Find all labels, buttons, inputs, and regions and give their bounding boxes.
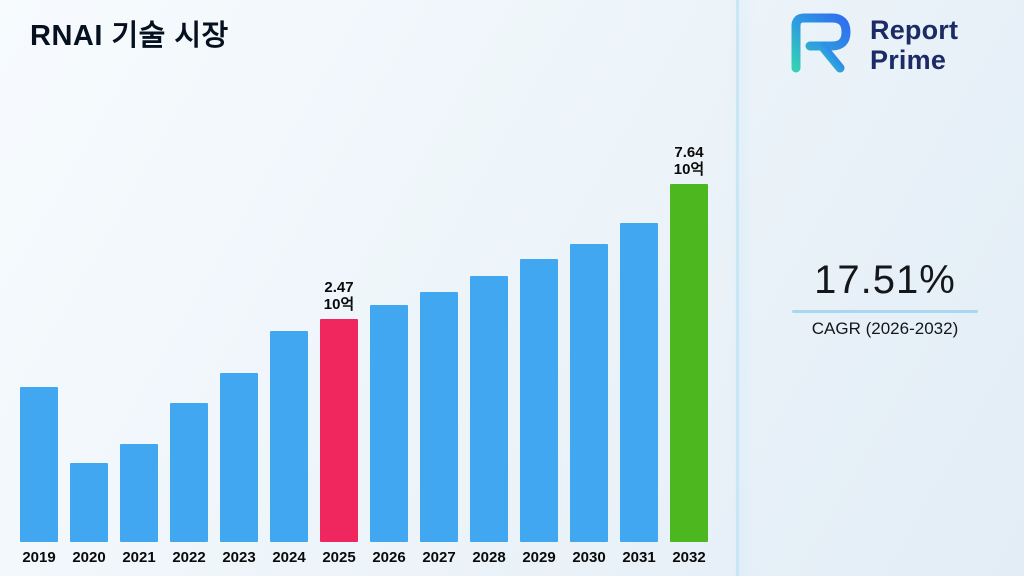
bar-2023 (220, 373, 258, 542)
bar-2030 (570, 244, 608, 542)
bar-chart: 2019 2020 2021 2022 2023 2024 2.47 10억 2025 2026 2… (14, 145, 714, 566)
x-axis-label-2019: 2019 (22, 549, 56, 566)
x-axis-label-2023: 2023 (222, 549, 256, 566)
page-title: RNAI 기술 시장 (30, 20, 229, 52)
x-axis-label-2032: 2032 (672, 549, 706, 566)
x-axis-label-2024: 2024 (272, 549, 306, 566)
cagr-block: 17.51% CAGR (2026-2032) (780, 258, 990, 339)
bar-2022 (170, 403, 208, 542)
bar-column-2032: 7.64 10억 2032 (664, 145, 714, 566)
bar-2026 (370, 305, 408, 542)
x-axis-label-2027: 2027 (422, 549, 456, 566)
x-axis-label-2030: 2030 (572, 549, 606, 566)
bar-column-2029: 2029 (514, 259, 564, 566)
bar-value-label-2032: 7.64 10억 (673, 144, 705, 179)
cagr-value: 17.51% (814, 258, 956, 302)
bar-2024 (270, 331, 308, 542)
bar-column-2022: 2022 (164, 403, 214, 566)
bar-column-2023: 2023 (214, 373, 264, 566)
bar-column-2030: 2030 (564, 244, 614, 566)
bar-column-2025: 2.47 10억 2025 (314, 280, 364, 566)
bar-2029 (520, 259, 558, 542)
x-axis-label-2025: 2025 (322, 549, 356, 566)
bar-2028 (470, 276, 508, 542)
bar-2032 (670, 184, 708, 542)
bar-value-label-2025: 2.47 10억 (323, 279, 355, 314)
x-axis-label-2021: 2021 (122, 549, 156, 566)
bar-2025 (320, 319, 358, 542)
bar-2021 (120, 444, 158, 542)
logo-text-report: Report (870, 14, 959, 45)
logo-text-prime: Prime (870, 44, 947, 75)
logo-text: Report Prime (870, 15, 958, 75)
bar-2027 (420, 292, 458, 542)
bar-column-2026: 2026 (364, 305, 414, 566)
bar-column-2027: 2027 (414, 292, 464, 566)
bar-2020 (70, 463, 108, 542)
x-axis-label-2028: 2028 (472, 549, 506, 566)
vertical-divider (736, 0, 739, 576)
bar-column-2019: 2019 (14, 387, 64, 566)
x-axis-label-2022: 2022 (172, 549, 206, 566)
bar-2019 (20, 387, 58, 542)
report-prime-logo-icon (782, 10, 860, 79)
x-axis-label-2026: 2026 (372, 549, 406, 566)
x-axis-label-2031: 2031 (622, 549, 656, 566)
bar-column-2028: 2028 (464, 276, 514, 566)
x-axis-label-2020: 2020 (72, 549, 106, 566)
bar-column-2021: 2021 (114, 444, 164, 566)
bar-2031 (620, 223, 658, 542)
cagr-underline (792, 310, 978, 313)
bar-column-2020: 2020 (64, 463, 114, 566)
logo: Report Prime (782, 10, 958, 79)
cagr-label: CAGR (2026-2032) (811, 319, 959, 338)
bar-column-2031: 2031 (614, 223, 664, 566)
x-axis-label-2029: 2029 (522, 549, 556, 566)
bar-column-2024: 2024 (264, 331, 314, 566)
